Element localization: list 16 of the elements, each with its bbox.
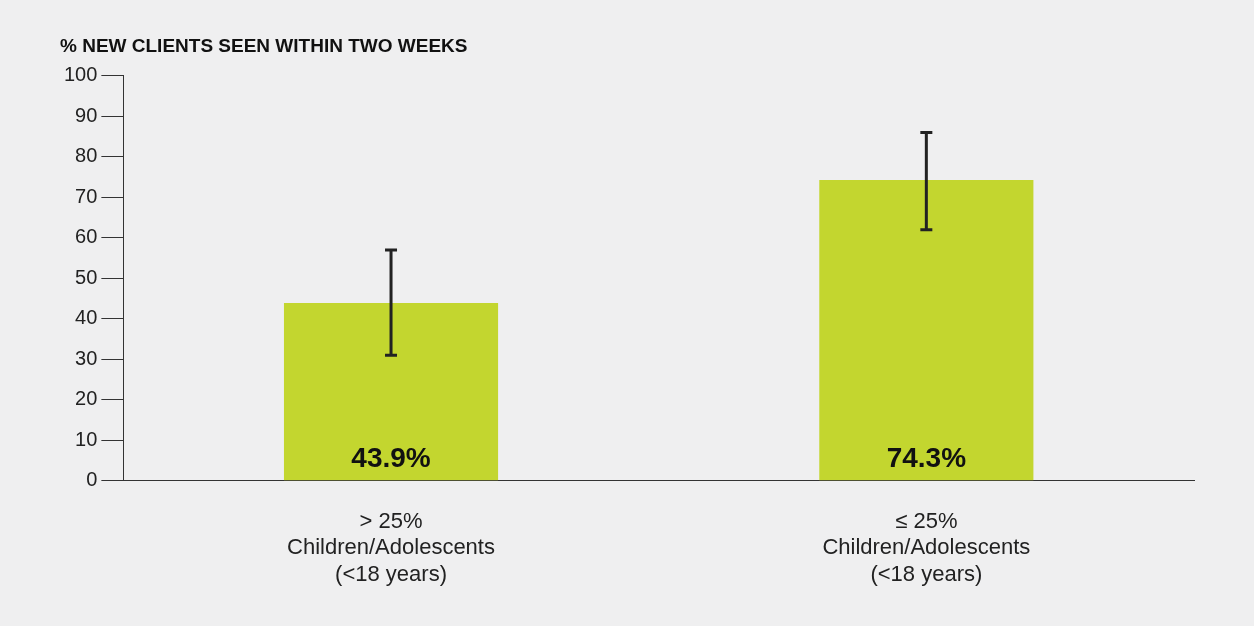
y-tick-label: 60 <box>75 225 98 248</box>
y-tick-label: 100 <box>63 63 98 86</box>
y-tick-label: 0 <box>86 468 98 491</box>
x-tick-label: ≤ 25% Children/Adolescents (<18 years) <box>822 508 1031 586</box>
x-tick-label: > 25% Children/Adolescents (<18 years) <box>287 508 495 586</box>
y-tick-label: 90 <box>75 103 98 126</box>
y-tick-label: 10 <box>75 427 98 450</box>
y-tick-label: 50 <box>75 265 98 288</box>
y-tick-label: 70 <box>75 184 98 207</box>
y-axis-title: % NEW CLIENTS SEEN WITHIN TWO WEEKS <box>60 34 468 56</box>
y-tick-label: 30 <box>75 346 98 369</box>
y-tick-label: 40 <box>75 306 98 329</box>
y-tick-label: 80 <box>75 144 98 167</box>
data-label: 43.9% <box>351 441 431 473</box>
y-tick-label: 20 <box>75 387 98 410</box>
data-label: 74.3% <box>886 441 967 473</box>
